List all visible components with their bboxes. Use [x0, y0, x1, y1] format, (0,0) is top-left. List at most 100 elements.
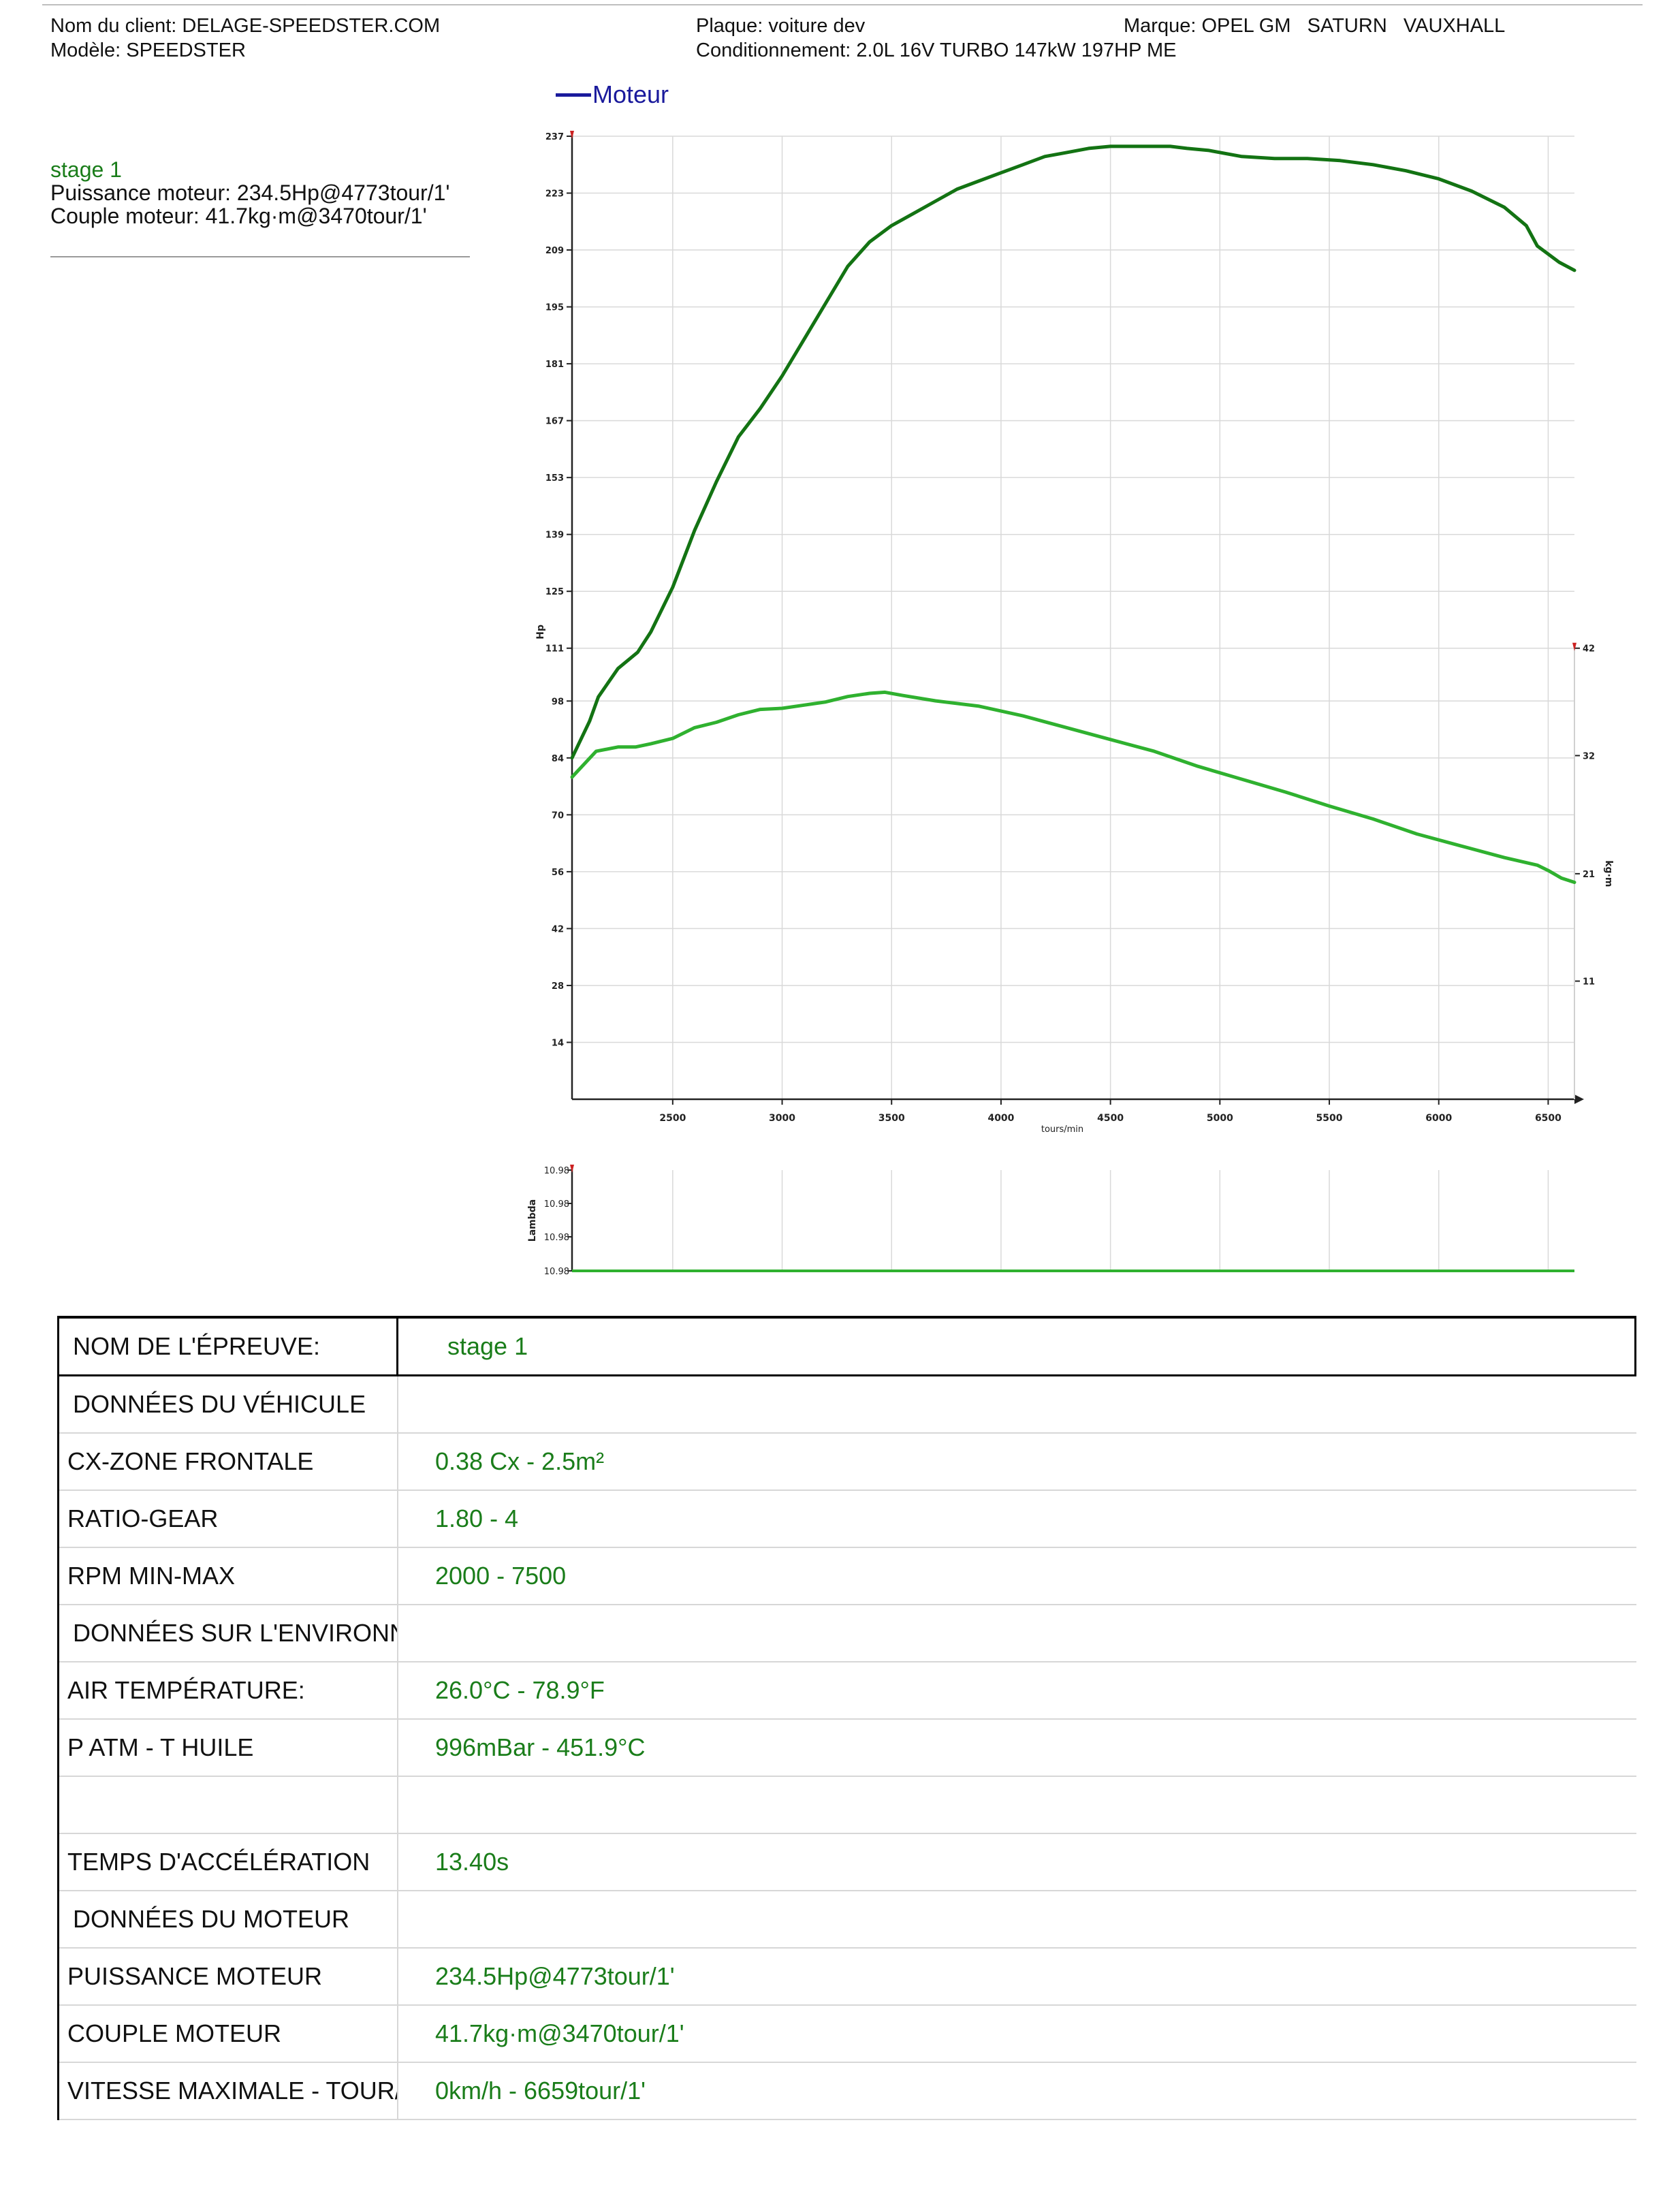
row-value [398, 1376, 1636, 1432]
row-label: CX-ZONE FRONTALE [59, 1434, 398, 1489]
row-label: P ATM - T HUILE [59, 1720, 398, 1776]
row-value [398, 1605, 1636, 1661]
lambda-tick-label: 10.98 [544, 1233, 569, 1243]
y2-axis-marker [1572, 642, 1576, 651]
table-row: P ATM - T HUILE 996mBar - 451.9°C [59, 1720, 1636, 1777]
row-value: 2000 - 7500 [435, 1562, 567, 1590]
results-table: NOM DE L'ÉPREUVE: stage 1 DONNÉES DU VÉHIC… [57, 1316, 1636, 2120]
client-name: Nom du client: DELAGE-SPEEDSTER.COM [50, 15, 441, 37]
power-curve [570, 144, 1576, 760]
x-tick-label: 4500 [1097, 1113, 1124, 1124]
row-label: TEMPS D'ACCÉLÉRATION [59, 1834, 398, 1890]
engine-conditioning: Conditionnement: 2.0L 16V TURBO 147kW 19… [696, 40, 1177, 61]
vehicle-plate: Plaque: voiture dev [696, 15, 866, 37]
row-label [59, 1777, 398, 1833]
x-tick-label: 5500 [1316, 1113, 1343, 1124]
run-summary: stage 1 Puissance moteur: 234.5Hp@4773to… [50, 158, 450, 227]
y-tick-label: 84 [552, 754, 564, 764]
top-divider [42, 4, 1643, 5]
x-axis-arrow [1574, 1094, 1584, 1104]
y-axis-label: Hp [535, 625, 546, 640]
y-tick-label: 111 [545, 644, 564, 655]
table-row: TEMPS D'ACCÉLÉRATION 13.40s [59, 1834, 1636, 1891]
table-row: PUISSANCE MOTEUR 234.5Hp@4773tour/1' [59, 1949, 1636, 2006]
y-tick-label: 237 [545, 132, 564, 142]
y2-axis-label: kg·m [1603, 860, 1614, 887]
y-tick-label: 56 [552, 868, 564, 878]
row-label: NOM DE L'ÉPREUVE: [59, 1319, 398, 1374]
y-tick-label: 181 [545, 360, 564, 370]
y-tick-label: 42 [552, 924, 564, 934]
y2-tick-label: 21 [1583, 870, 1595, 880]
y-tick-label: 139 [545, 531, 564, 541]
lambda-tick-label: 10.98 [544, 1267, 569, 1277]
row-label: RPM MIN-MAX [59, 1548, 398, 1604]
table-row: COUPLE MOTEUR 41.7kg·m@3470tour/1' [59, 2006, 1636, 2063]
row-value: 234.5Hp@4773tour/1' [435, 1962, 675, 1990]
table-row: DONNÉES DU MOTEUR [59, 1891, 1636, 1949]
table-row: NOM DE L'ÉPREUVE: stage 1 [59, 1319, 1636, 1376]
vehicle-brand: Marque: OPEL GM SATURN VAUXHALL [1124, 15, 1506, 37]
chart-legend: Moteur [556, 80, 669, 109]
y-tick-label: 223 [545, 189, 564, 200]
x-tick-label: 3500 [878, 1113, 905, 1124]
table-row: AIR TEMPÉRATURE: 26.0°C - 78.9°F [59, 1662, 1636, 1720]
y-tick-label: 153 [545, 473, 564, 484]
y-tick-label: 167 [545, 417, 564, 427]
x-axis-label: tours/min [1041, 1124, 1083, 1135]
x-tick-label: 3000 [769, 1113, 795, 1124]
x-tick-label: 4000 [987, 1113, 1014, 1124]
table-row [59, 1777, 1636, 1834]
row-label: AIR TEMPÉRATURE: [59, 1662, 398, 1718]
y2-tick-label: 32 [1583, 751, 1595, 761]
dyno-chart: 14 28 42 56 70 84 98 111 125 139 153 167 181 195 209 22… [527, 131, 1614, 1277]
row-value: 0.38 Cx - 2.5m² [435, 1447, 605, 1475]
row-value [398, 1891, 1636, 1947]
row-label: RATIO-GEAR [59, 1491, 398, 1547]
row-label: COUPLE MOTEUR [59, 2006, 398, 2062]
row-label: DONNÉES SUR L'ENVIRONNEMENT [59, 1605, 398, 1661]
summary-divider [50, 256, 470, 257]
row-value: 0km/h - 6659tour/1' [435, 2077, 646, 2105]
y-tick-label: 70 [552, 810, 564, 821]
lambda-plot-area [572, 1170, 1574, 1271]
x-tick-label: 2500 [659, 1113, 686, 1124]
y-tick-label: 195 [545, 303, 564, 313]
stage-label: stage 1 [50, 157, 122, 182]
lambda-tick-label: 10.98 [544, 1199, 569, 1210]
table-row: CX-ZONE FRONTALE 0.38 Cx - 2.5m² [59, 1434, 1636, 1491]
row-value: 1.80 - 4 [435, 1504, 519, 1532]
lambda-axis-marker [570, 1165, 574, 1173]
row-label: DONNÉES DU MOTEUR [59, 1891, 398, 1947]
row-value: stage 1 [398, 1319, 1636, 1374]
row-value [398, 1777, 1636, 1833]
table-row: RATIO-GEAR 1.80 - 4 [59, 1491, 1636, 1548]
row-label: DONNÉES DU VÉHICULE [59, 1376, 398, 1432]
table-row: DONNÉES DU VÉHICULE [59, 1376, 1636, 1434]
power-summary: Puissance moteur: 234.5Hp@4773tour/1' [50, 180, 450, 205]
row-label: VITESSE MAXIMALE - TOUR/L' [59, 2063, 398, 2119]
y2-tick-label: 42 [1583, 644, 1595, 655]
y-tick-label: 28 [552, 981, 564, 992]
row-value: 996mBar - 451.9°C [435, 1733, 646, 1761]
table-row: DONNÉES SUR L'ENVIRONNEMENT [59, 1605, 1636, 1662]
lambda-tick-label: 10.98 [544, 1166, 569, 1176]
x-tick-label: 6500 [1535, 1113, 1562, 1124]
row-value: 41.7kg·m@3470tour/1' [435, 2019, 684, 2047]
y-tick-label: 98 [552, 697, 564, 707]
y-tick-label: 125 [545, 587, 564, 597]
torque-summary: Couple moteur: 41.7kg·m@3470tour/1' [50, 204, 427, 228]
row-label: PUISSANCE MOTEUR [59, 1949, 398, 2004]
y-tick-label: 14 [552, 1038, 564, 1048]
plot-area [572, 136, 1574, 1099]
table-row: RPM MIN-MAX 2000 - 7500 [59, 1548, 1636, 1605]
row-value: 26.0°C - 78.9°F [435, 1676, 605, 1704]
legend-swatch [556, 93, 591, 97]
lambda-axis-label: Lambda [527, 1199, 538, 1242]
vehicle-model: Modèle: SPEEDSTER [50, 40, 246, 61]
legend-label: Moteur [592, 80, 669, 108]
y2-tick-label: 11 [1583, 977, 1595, 988]
x-tick-label: 5000 [1207, 1113, 1233, 1124]
row-value: 13.40s [435, 1848, 509, 1876]
x-tick-label: 6000 [1425, 1113, 1452, 1124]
